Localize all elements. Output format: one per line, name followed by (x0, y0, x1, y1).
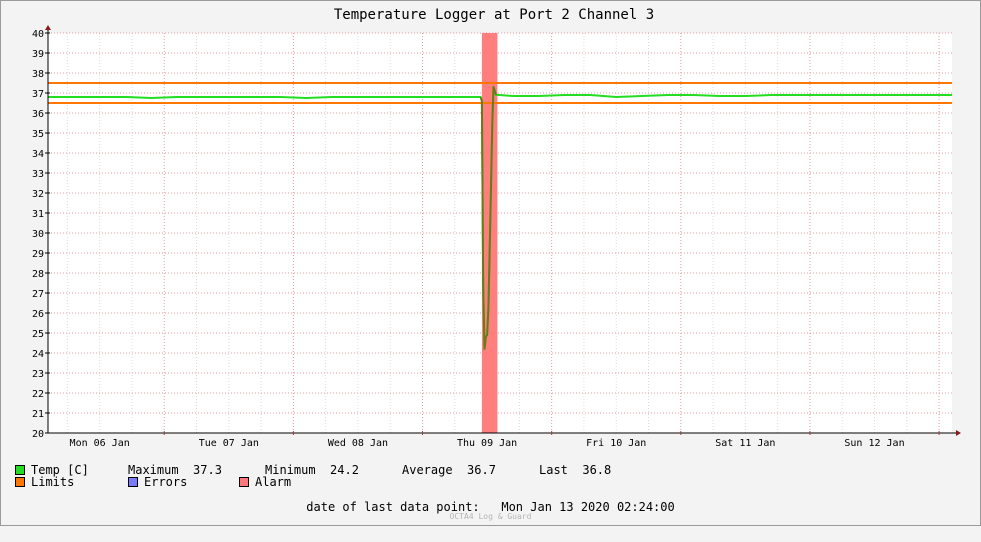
legend-item-temp: Temp [C] (15, 464, 89, 477)
stat-average: Average 36.7 (402, 464, 496, 477)
y-tick-label: 22 (32, 389, 44, 400)
temperature-chart: Temperature Logger at Port 2 Channel 3 2… (32, 7, 961, 449)
y-tick-label: 39 (32, 49, 44, 60)
y-tick-label: 27 (32, 289, 44, 300)
y-tick-labels: 20 21 22 23 24 25 26 27 28 29 30 31 32 33 34 35 36 37 38 39… (32, 29, 44, 440)
x-tick-labels: Mon 06 Jan Tue 07 Jan Wed 08 Jan Thu 09 Jan… (70, 438, 905, 449)
y-tick-label: 38 (32, 69, 44, 80)
y-tick-label: 37 (32, 89, 44, 100)
last-data-point-label: date of last data point: (306, 500, 480, 514)
y-tick-label: 26 (32, 309, 44, 320)
last-data-point: date of last data point: Mon Jan 13 2020… (0, 500, 981, 514)
legend-swatch-alarm (239, 477, 249, 487)
legend-row-limits: Limits Errors Alarm (15, 476, 975, 489)
stat-last-label: Last (539, 463, 568, 477)
legend-label-limits: Limits (31, 475, 75, 489)
x-axis-arrow (956, 430, 961, 436)
y-tick-label: 24 (32, 349, 44, 360)
legend-label-alarm: Alarm (255, 475, 292, 489)
y-tick-label: 31 (32, 209, 44, 220)
y-tick-label: 36 (32, 109, 44, 120)
x-tick-label: Sun 12 Jan (844, 438, 904, 449)
chart-title: Temperature Logger at Port 2 Channel 3 (334, 7, 654, 23)
legend-swatch-errors (128, 477, 138, 487)
y-tick-label: 20 (32, 429, 44, 440)
stat-minimum-label: Minimum (265, 463, 316, 477)
legend-item-limits: Limits (15, 476, 74, 489)
series-layer (48, 86, 952, 350)
stat-maximum: Maximum 37.3 (128, 464, 222, 477)
x-tick-label: Wed 08 Jan (328, 438, 388, 449)
stat-average-label: Average (402, 463, 453, 477)
y-tick-label: 28 (32, 269, 44, 280)
legend-row-temp: Temp [C] Maximum 37.3 Minimum 24.2 Avera… (15, 464, 975, 477)
y-tick-label: 21 (32, 409, 44, 420)
x-tick-label: Sat 11 Jan (715, 438, 775, 449)
stat-last-value: 36.8 (582, 463, 612, 477)
legend-item-alarm: Alarm (239, 476, 291, 489)
x-tick-label: Thu 09 Jan (457, 438, 517, 449)
axes (45, 25, 961, 436)
stat-maximum-value: 37.3 (193, 463, 222, 477)
y-axis-arrow (45, 25, 51, 30)
last-data-point-value: Mon Jan 13 2020 02:24:00 (501, 500, 675, 514)
stat-average-value: 36.7 (467, 463, 496, 477)
y-tick-label: 30 (32, 229, 44, 240)
stat-minimum-value: 24.2 (330, 463, 359, 477)
brand-watermark: OCTA4 Log & Guard (449, 512, 532, 521)
stat-maximum-label: Maximum (128, 463, 179, 477)
x-tick-label: Fri 10 Jan (586, 438, 646, 449)
x-tick-label: Tue 07 Jan (199, 438, 259, 449)
y-tick-label: 35 (32, 129, 44, 140)
y-tick-label: 23 (32, 369, 44, 380)
y-tick-label: 25 (32, 329, 44, 340)
temperature-line-alarm-segment (479, 86, 498, 350)
x-tick-label: Mon 06 Jan (70, 438, 130, 449)
y-tick-label: 32 (32, 189, 44, 200)
y-tick-label: 34 (32, 149, 44, 160)
legend-swatch-limits (15, 477, 25, 487)
limit-layer (48, 82, 952, 104)
y-tick-label: 29 (32, 249, 44, 260)
vertical-grid (66, 33, 940, 433)
y-tick-label: 40 (32, 29, 44, 40)
legend-label-errors: Errors (144, 475, 188, 489)
legend-swatch-temp (15, 465, 25, 475)
y-tick-label: 33 (32, 169, 44, 180)
legend-label-temp: Temp [C] (31, 463, 89, 477)
legend-item-errors: Errors (128, 476, 187, 489)
stat-minimum: Minimum 24.2 (265, 464, 359, 477)
stat-last: Last 36.8 (539, 464, 611, 477)
